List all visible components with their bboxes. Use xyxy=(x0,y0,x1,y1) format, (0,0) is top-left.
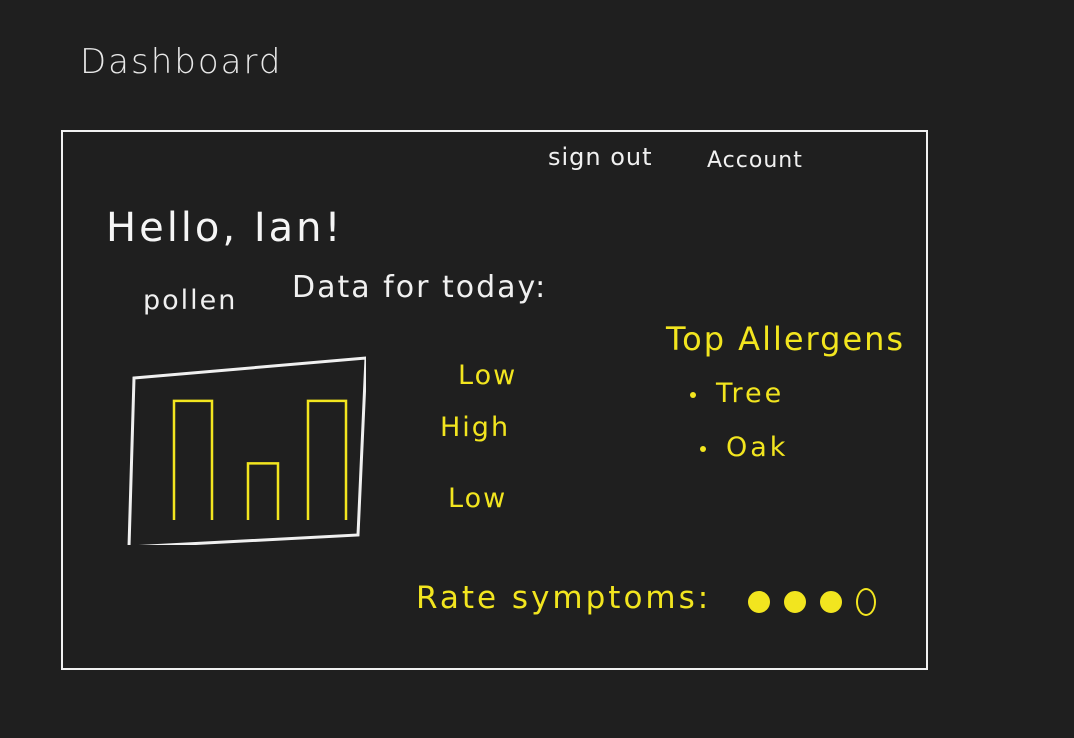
rating-dot[interactable] xyxy=(856,588,876,616)
pollen-level-2: Low xyxy=(448,483,508,514)
rating-dot[interactable] xyxy=(820,591,842,613)
greeting-heading: Hello, Ian! xyxy=(106,205,344,251)
rating-dot[interactable] xyxy=(748,591,770,613)
chart-bar xyxy=(246,462,280,520)
pollen-level-1: High xyxy=(440,412,511,443)
account-link[interactable]: Account xyxy=(707,148,803,173)
bullet-icon xyxy=(700,445,706,452)
pollen-level-0: Low xyxy=(458,360,518,391)
top-allergens-heading: Top Allergens xyxy=(666,320,906,358)
chart-bar xyxy=(306,399,348,520)
chart-frame xyxy=(127,356,366,545)
bullet-icon xyxy=(690,391,696,398)
rate-symptoms-label: Rate symptoms: xyxy=(416,580,712,616)
allergen-label: Oak xyxy=(726,432,789,463)
pollen-label: pollen xyxy=(143,285,238,316)
data-for-today-label: Data for today: xyxy=(292,270,548,305)
allergen-item: Oak xyxy=(700,432,788,463)
rating-dot[interactable] xyxy=(784,591,806,613)
sign-out-link[interactable]: sign out xyxy=(548,143,653,171)
allergen-label: Tree xyxy=(716,378,785,409)
page-title: Dashboard xyxy=(80,42,283,82)
pollen-bar-chart xyxy=(127,356,366,545)
chart-bar xyxy=(172,399,214,520)
allergen-item: Tree xyxy=(690,378,784,409)
symptom-rating[interactable] xyxy=(748,588,876,616)
dashboard-frame xyxy=(61,130,928,670)
